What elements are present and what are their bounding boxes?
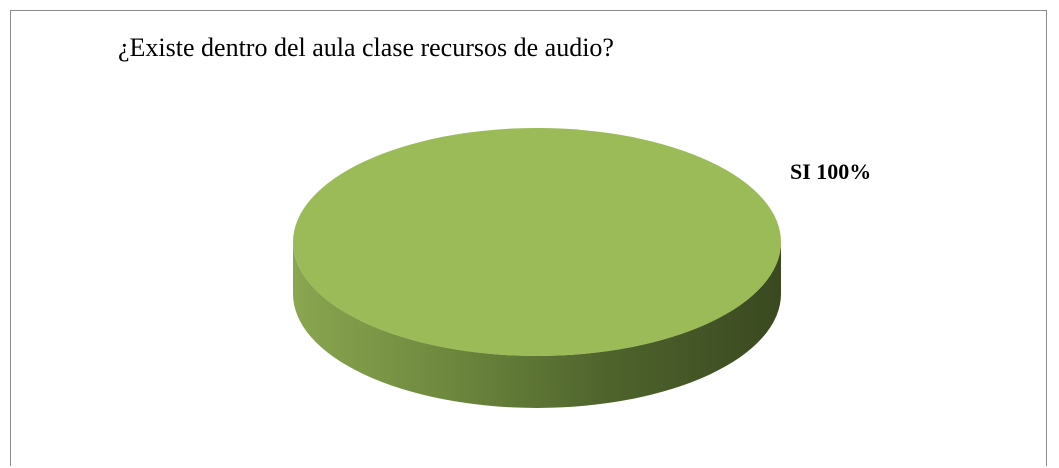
pie-slice-si bbox=[293, 128, 781, 356]
pie-slices bbox=[293, 128, 781, 408]
pie-slice-side-si bbox=[293, 242, 781, 408]
slice-label-si: SI 100% bbox=[790, 159, 871, 184]
chart-title: ¿Existe dentro del aula clase recursos d… bbox=[118, 33, 614, 62]
